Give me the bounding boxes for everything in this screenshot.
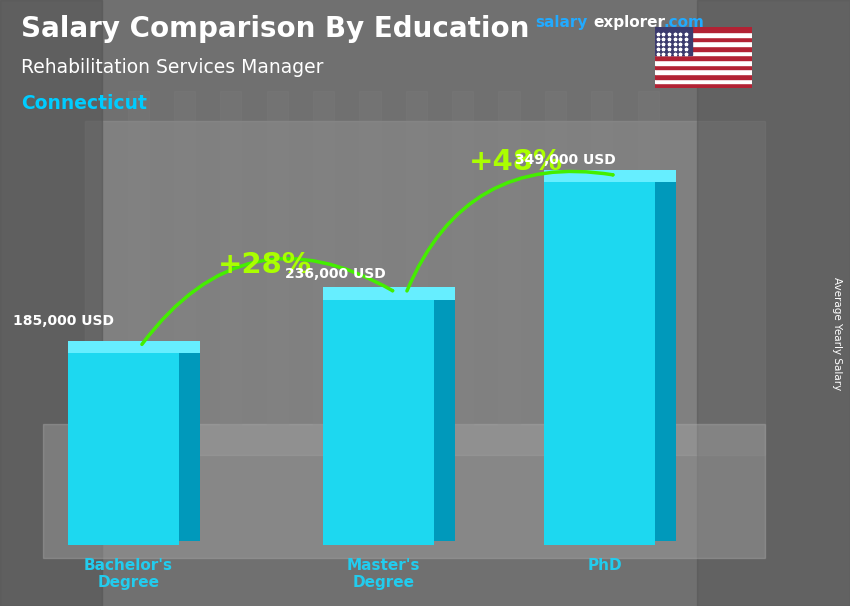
Bar [405, 91, 427, 424]
Bar [591, 91, 612, 424]
Bar [654, 83, 752, 88]
Text: +48%: +48% [469, 148, 564, 176]
Text: 349,000 USD: 349,000 USD [515, 153, 615, 167]
Text: 185,000 USD: 185,000 USD [14, 315, 114, 328]
Bar [452, 91, 473, 424]
Text: 236,000 USD: 236,000 USD [286, 267, 386, 281]
Bar [654, 79, 752, 83]
Bar [654, 74, 752, 79]
Text: Salary Comparison By Education: Salary Comparison By Education [21, 15, 530, 43]
Bar [498, 91, 519, 424]
Bar [654, 50, 752, 55]
Text: Connecticut: Connecticut [21, 94, 147, 113]
FancyArrowPatch shape [142, 259, 393, 344]
Bar [654, 65, 752, 69]
Text: Rehabilitation Services Manager: Rehabilitation Services Manager [21, 58, 324, 76]
Bar [85, 121, 765, 454]
Bar [42, 424, 765, 558]
Bar [654, 46, 752, 50]
Bar [545, 91, 566, 424]
FancyArrowPatch shape [407, 171, 613, 291]
Bar [654, 55, 752, 60]
Text: .com: .com [664, 15, 705, 30]
Bar [654, 36, 752, 41]
Text: PhD: PhD [587, 558, 622, 573]
Bar [220, 91, 241, 424]
Bar [128, 91, 149, 424]
Bar [654, 32, 752, 36]
Text: explorer: explorer [593, 15, 666, 30]
Text: salary: salary [536, 15, 588, 30]
Bar [654, 41, 752, 46]
Bar [654, 69, 752, 74]
Bar [360, 91, 381, 424]
Bar [697, 0, 850, 606]
Bar [313, 91, 334, 424]
Bar [654, 27, 692, 55]
Bar [174, 91, 196, 424]
Bar [654, 27, 752, 32]
Bar [0, 0, 102, 606]
Bar [638, 91, 659, 424]
Text: +28%: +28% [218, 251, 312, 279]
Bar [267, 91, 288, 424]
Text: Average Yearly Salary: Average Yearly Salary [832, 277, 842, 390]
Text: Master's
Degree: Master's Degree [347, 558, 420, 590]
Text: Bachelor's
Degree: Bachelor's Degree [84, 558, 173, 590]
Bar [654, 60, 752, 65]
